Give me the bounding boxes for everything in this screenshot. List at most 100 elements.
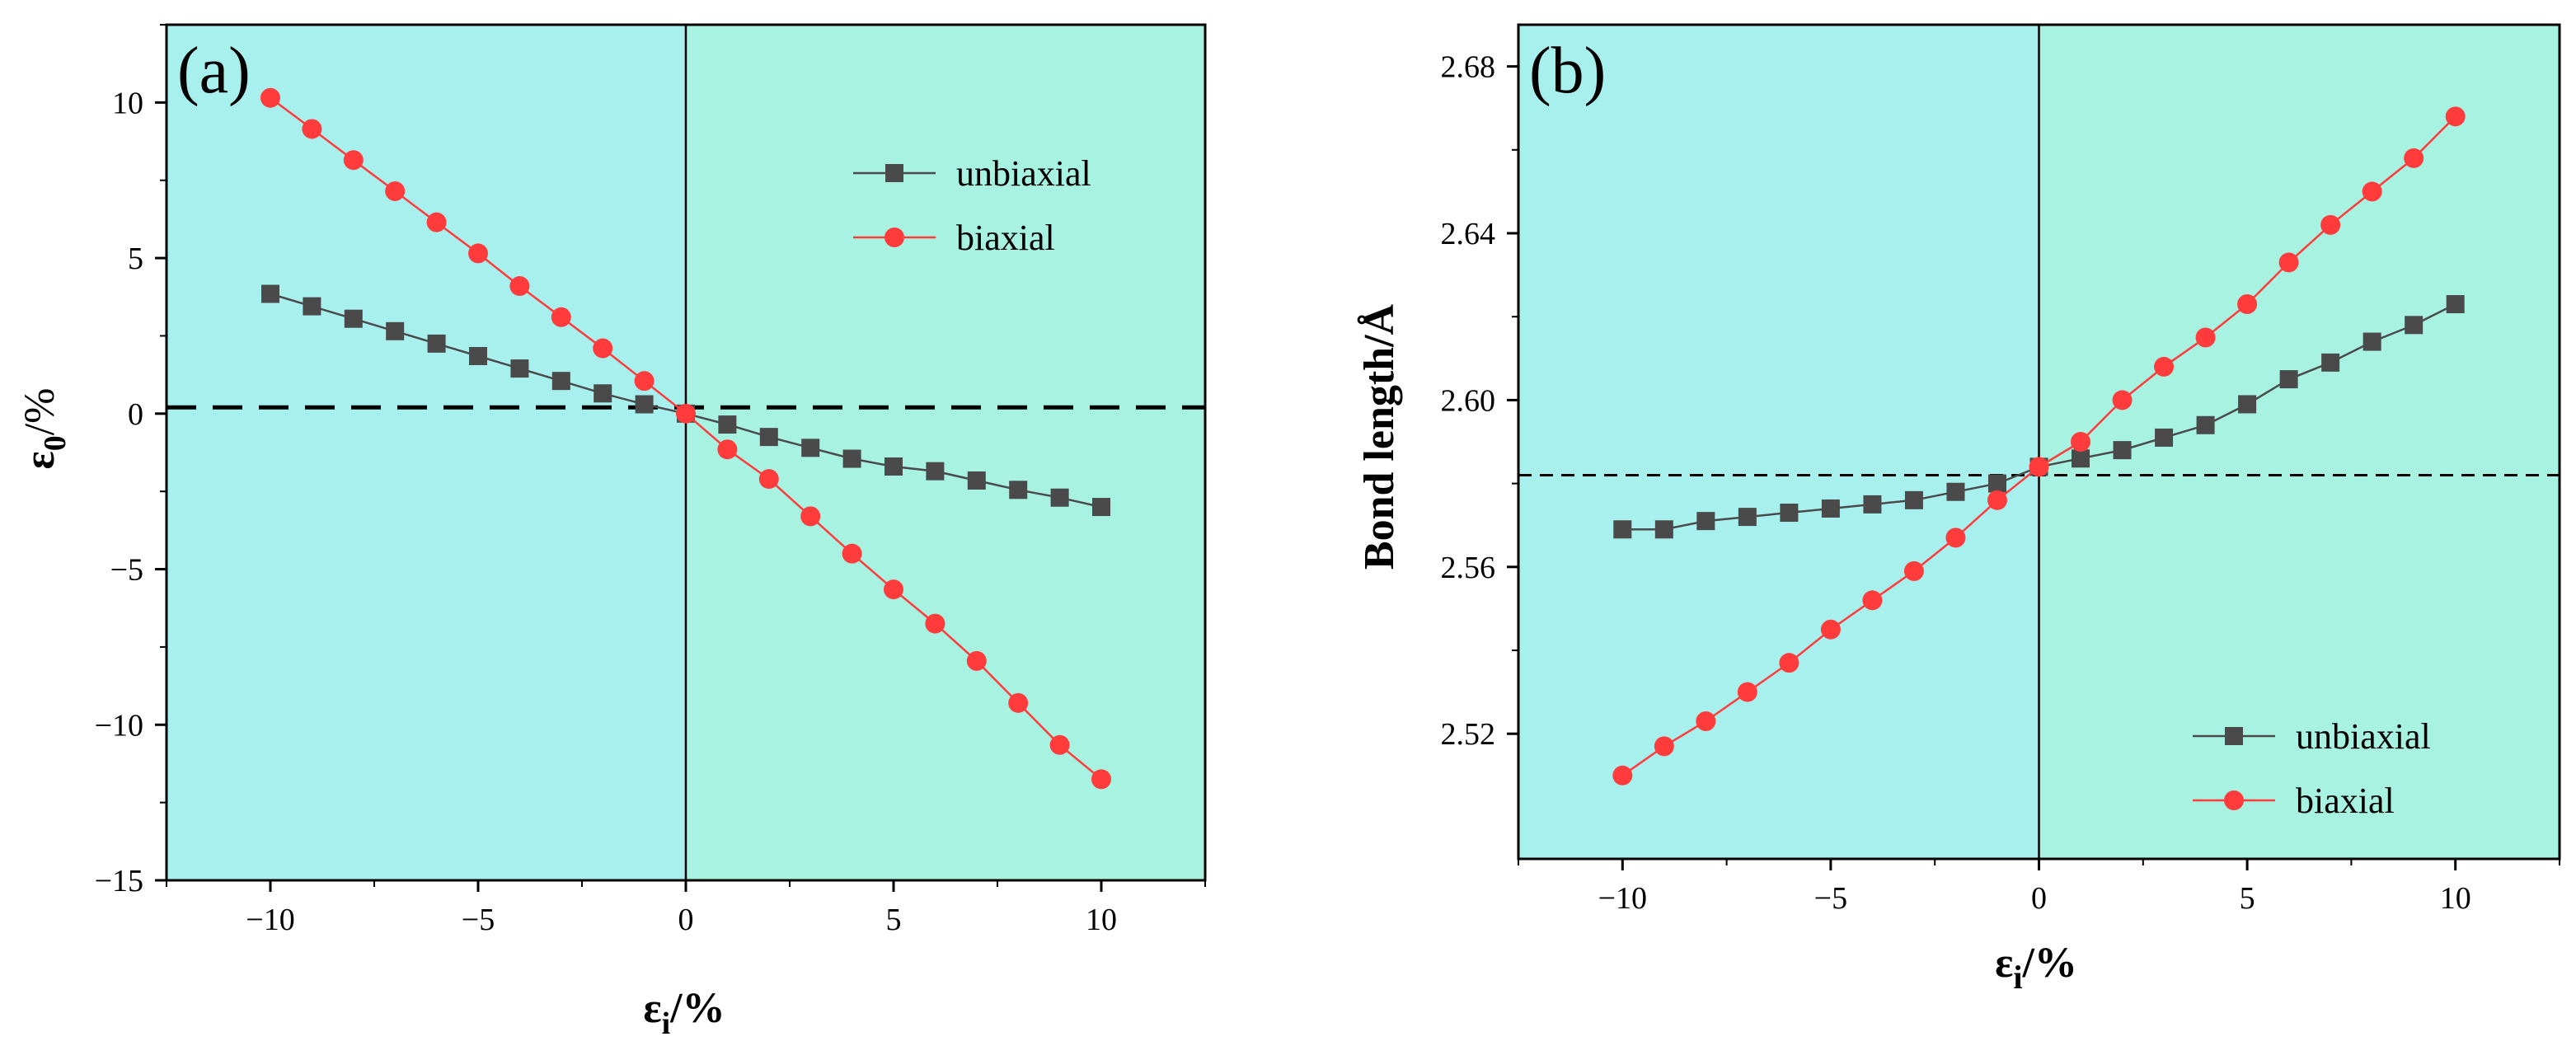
data-point-biaxial	[343, 150, 364, 171]
data-point-biaxial	[1049, 734, 1070, 755]
panel-b-x-axis-title: εi/%	[1995, 940, 2077, 996]
data-point-unbiaxial	[1009, 481, 1028, 500]
data-point-unbiaxial	[2279, 370, 2298, 389]
y-tick-label: 5	[128, 242, 143, 276]
x-tick-label: −10	[1598, 881, 1647, 916]
data-point-biaxial	[260, 87, 280, 108]
data-point-biaxial	[2320, 214, 2341, 235]
y-tick-label: 2.68	[1441, 50, 1496, 85]
data-point-biaxial	[966, 650, 987, 671]
legend-marker-unbiaxial	[885, 164, 903, 182]
data-point-unbiaxial	[2113, 441, 2132, 460]
data-point-biaxial	[302, 119, 322, 139]
data-point-unbiaxial	[1863, 495, 1882, 514]
data-point-biaxial	[1903, 560, 1924, 581]
data-point-unbiaxial	[967, 471, 986, 490]
data-point-unbiaxial	[2446, 295, 2465, 314]
data-point-unbiaxial	[1780, 504, 1799, 523]
data-point-biaxial	[1654, 736, 1674, 757]
data-point-unbiaxial	[2363, 332, 2381, 351]
data-point-biaxial	[2029, 457, 2049, 477]
data-point-biaxial	[551, 307, 571, 327]
data-point-biaxial	[1862, 590, 1883, 611]
data-point-unbiaxial	[1092, 498, 1110, 517]
data-point-biaxial	[2071, 432, 2091, 452]
data-point-biaxial	[509, 276, 530, 297]
legend-marker-unbiaxial	[2225, 727, 2243, 745]
data-point-biaxial	[2362, 181, 2382, 202]
data-point-unbiaxial	[718, 415, 737, 434]
data-point-biaxial	[1008, 692, 1029, 713]
data-point-biaxial	[468, 243, 488, 264]
x-tick-label: 0	[2031, 881, 2047, 916]
data-point-unbiaxial	[510, 359, 529, 378]
legend: unbiaxial biaxial	[2193, 716, 2431, 821]
data-point-unbiaxial	[2321, 353, 2340, 372]
data-point-biaxial	[593, 338, 613, 359]
legend-label-biaxial: biaxial	[956, 218, 1055, 258]
background-right	[686, 25, 1205, 880]
data-point-unbiaxial	[884, 457, 903, 476]
data-point-biaxial	[1779, 653, 1799, 673]
data-point-biaxial	[842, 543, 862, 564]
y-tick-label: 2.52	[1441, 717, 1496, 752]
panel-a-y-axis-title: ε0/%	[16, 388, 73, 470]
data-point-unbiaxial	[1738, 508, 1757, 527]
y-tick-label: −5	[110, 553, 143, 588]
data-point-unbiaxial	[303, 297, 321, 316]
data-point-unbiaxial	[1654, 520, 1673, 539]
panel-a-chart: −10 −5 0 5 10 −15 −10 −5 0 5 10 (a) εi/% ε0/% unbi…	[16, 23, 1207, 1041]
data-point-biaxial	[1737, 682, 1757, 702]
data-point-biaxial	[884, 579, 903, 600]
x-tick-label: −10	[246, 903, 294, 937]
data-point-unbiaxial	[2072, 449, 2090, 468]
data-point-biaxial	[676, 403, 696, 424]
legend-label-unbiaxial: unbiaxial	[956, 153, 1091, 194]
panel-b-label: (b)	[1529, 35, 1606, 107]
panel-b-y-axis-title: Bond length/Å	[1356, 303, 1403, 570]
data-point-biaxial	[2195, 327, 2216, 348]
data-point-unbiaxial	[551, 372, 570, 391]
data-point-unbiaxial	[1904, 490, 1923, 509]
data-point-unbiaxial	[2238, 395, 2257, 414]
data-point-unbiaxial	[261, 284, 279, 303]
data-point-unbiaxial	[801, 439, 820, 457]
data-point-unbiaxial	[759, 428, 778, 447]
data-point-biaxial	[758, 469, 779, 490]
data-point-unbiaxial	[1946, 482, 1965, 501]
data-point-biaxial	[1820, 619, 1841, 640]
x-tick-label: 0	[678, 903, 694, 937]
panel-b-chart: −10 −5 0 5 10 2.52 2.56 2.60 2.64 2.68 (b) εi/% B…	[1356, 23, 2561, 996]
panel-a-plot: −10 −5 0 5 10 −15 −10 −5 0 5 10	[95, 23, 1207, 937]
data-point-unbiaxial	[2196, 415, 2215, 434]
y-tick-label: 10	[112, 86, 143, 120]
data-point-biaxial	[1945, 528, 1966, 548]
legend: unbiaxial biaxial	[853, 153, 1091, 258]
panel-b-plot: −10 −5 0 5 10 2.52 2.56 2.60 2.64 2.68	[1441, 23, 2561, 916]
data-point-biaxial	[925, 613, 945, 634]
y-tick-label: −15	[95, 864, 143, 898]
data-point-unbiaxial	[2155, 428, 2174, 447]
data-point-biaxial	[2154, 356, 2175, 377]
data-point-unbiaxial	[386, 321, 405, 340]
data-point-unbiaxial	[1696, 512, 1715, 531]
data-point-unbiaxial	[2405, 316, 2424, 335]
data-point-unbiaxial	[594, 384, 612, 403]
data-point-biaxial	[2237, 294, 2258, 315]
panel-a-x-axis-title: εi/%	[643, 985, 725, 1041]
y-tick-label: −10	[95, 708, 143, 743]
data-point-biaxial	[1696, 711, 1716, 732]
x-tick-label: 5	[886, 903, 902, 937]
data-point-unbiaxial	[1821, 499, 1840, 518]
data-point-biaxial	[2404, 148, 2424, 168]
data-point-biaxial	[2445, 106, 2466, 127]
x-tick-label: −5	[1814, 881, 1847, 916]
y-tick-label: 0	[128, 397, 143, 432]
x-tick-label: 10	[1086, 903, 1117, 937]
y-tick-label: 2.56	[1441, 551, 1496, 585]
x-tick-label: −5	[462, 903, 495, 937]
background-left	[1518, 25, 2039, 859]
data-point-unbiaxial	[842, 449, 861, 468]
data-point-unbiaxial	[469, 346, 487, 365]
data-point-biaxial	[426, 212, 447, 232]
